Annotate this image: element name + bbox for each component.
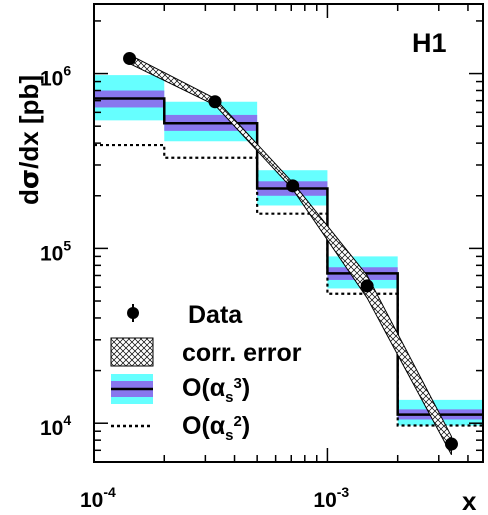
legend-label-corr-error: corr. error — [182, 339, 302, 367]
y-tick-label: 104 — [40, 412, 71, 440]
legend-label-data: Data — [188, 301, 243, 329]
x-tick-label: 10-4 — [80, 484, 116, 512]
nlo-uncertainty-bands — [94, 75, 483, 426]
x-axis-title: x — [462, 486, 477, 515]
axis-ticks — [93, 4, 483, 463]
lo-name-close: ) — [242, 412, 250, 440]
data-point — [208, 95, 222, 109]
corr-error-band-area — [129, 54, 452, 456]
legend-corr-error-swatch — [110, 337, 154, 367]
nlo-series-line — [94, 97, 483, 416]
y-axis-title-sigma: σ — [15, 169, 45, 189]
lo-name-main: O(α — [182, 412, 226, 440]
lo-name-sub: s — [225, 427, 233, 444]
legend: Data corr. error O(αs3) O(αs2) — [110, 301, 302, 444]
legend-label-lo: O(αs2) — [182, 412, 250, 444]
h1-logo-label: H1 — [412, 28, 447, 58]
axis-tick-labels: 10-4 10-3 104 105 106 — [40, 63, 349, 512]
lo-name-sup: 2 — [233, 413, 241, 430]
data-point — [444, 437, 458, 451]
nlo-name-close: ) — [242, 374, 250, 402]
legend-data-marker — [127, 304, 139, 322]
y-tick-label: 106 — [40, 63, 71, 91]
legend-label-nlo: O(αs3) — [182, 374, 250, 406]
nlo-histogram — [94, 97, 483, 416]
plot-frame — [93, 3, 484, 463]
correlated-error-band — [129, 54, 452, 456]
nlo-name-sup: 3 — [233, 375, 241, 392]
y-axis-title: dσ/dx [pb] — [14, 75, 45, 205]
y-axis-title-rest: /dx [pb] — [14, 75, 44, 169]
data-point — [360, 279, 374, 293]
nlo-name-sub: s — [225, 389, 233, 406]
data-point — [286, 179, 300, 193]
data-point — [123, 51, 137, 65]
data-points — [123, 51, 458, 451]
y-axis-title-d: d — [14, 189, 44, 205]
nlo-name-main: O(α — [182, 374, 226, 402]
x-tick-label: 10-3 — [313, 484, 349, 512]
legend-nlo-swatch — [111, 374, 153, 404]
y-tick-label: 105 — [40, 237, 71, 265]
